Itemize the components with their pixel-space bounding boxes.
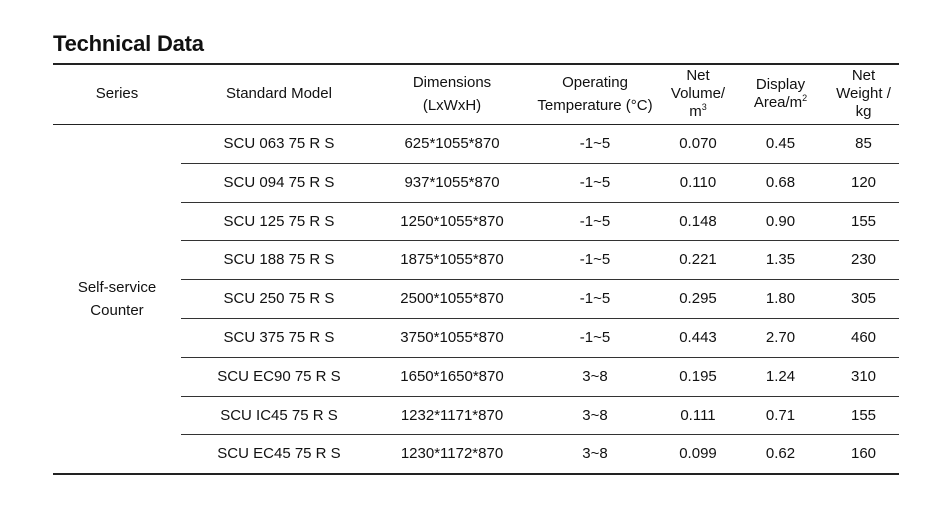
display-area-cell: 1.35 — [765, 251, 796, 269]
net-volume-cell: 0.111 — [680, 406, 716, 424]
table-bottom-rule — [53, 473, 899, 475]
table-top-rule — [53, 63, 899, 65]
model-cell: SCU 125 75 R S — [223, 212, 335, 230]
display-area-cell: 1.24 — [765, 367, 796, 385]
dimensions-cell: 1650*1650*870 — [400, 367, 504, 385]
model-cell: SCU IC45 75 R S — [220, 406, 338, 424]
net-volume-cell: 0.443 — [679, 329, 717, 346]
row-divider — [181, 279, 899, 281]
temperature-cell: -1~5 — [579, 135, 611, 152]
row-divider — [181, 240, 899, 242]
row-divider — [181, 201, 899, 203]
net-volume-cell: 0.195 — [679, 367, 717, 385]
header-net-volume: Net Volume/ m3 — [670, 67, 726, 120]
net-weight-cell: 305 — [850, 290, 877, 308]
header-operating-temperature: Operating Temperature (°C) — [537, 74, 653, 114]
temperature-cell: -1~5 — [579, 212, 611, 230]
model-cell: SCU 250 75 R S — [223, 290, 335, 308]
display-area-cell: 0.68 — [765, 173, 796, 191]
display-area-cell: 0.71 — [765, 406, 796, 424]
dimensions-cell: 1250*1055*870 — [400, 212, 504, 230]
dimensions-cell: 1875*1055*870 — [400, 251, 504, 269]
row-divider — [181, 318, 899, 319]
dimensions-cell: 2500*1055*870 — [400, 290, 504, 308]
row-divider — [181, 356, 899, 358]
row-divider — [181, 395, 899, 397]
net-volume-cell: 0.148 — [679, 212, 717, 230]
net-weight-cell: 155 — [850, 212, 877, 230]
row-divider — [181, 162, 899, 164]
net-weight-cell: 230 — [850, 251, 877, 269]
header-series: Series — [95, 85, 139, 102]
net-volume-cell: 0.070 — [679, 135, 717, 152]
temperature-cell: -1~5 — [579, 329, 611, 346]
model-cell: SCU 094 75 R S — [223, 173, 335, 191]
net-volume-cell: 0.295 — [679, 290, 717, 308]
dimensions-cell: 1232*1171*870 — [400, 406, 504, 424]
temperature-cell: 3~8 — [582, 367, 608, 385]
display-area-cell: 1.80 — [765, 290, 796, 308]
header-standard-model: Standard Model — [226, 85, 332, 102]
temperature-cell: -1~5 — [579, 173, 611, 191]
model-cell: SCU 375 75 R S — [223, 329, 335, 346]
page-title: Technical Data — [53, 31, 204, 56]
header-net-weight: Net Weight / kg — [836, 67, 891, 120]
net-volume-cell: 0.221 — [679, 251, 717, 269]
temperature-cell: 3~8 — [582, 445, 608, 463]
net-volume-cell: 0.110 — [679, 173, 717, 191]
net-weight-cell: 85 — [855, 135, 872, 152]
net-weight-cell: 160 — [850, 445, 877, 463]
display-area-cell: 0.90 — [765, 212, 796, 230]
temperature-cell: 3~8 — [582, 406, 608, 424]
series-cell: Self-service Counter — [77, 278, 157, 319]
display-area-cell: 0.45 — [765, 135, 796, 152]
row-divider — [181, 434, 899, 436]
net-weight-cell: 120 — [850, 173, 877, 191]
header-rule — [53, 124, 899, 126]
net-volume-cell: 0.099 — [679, 445, 717, 463]
net-weight-cell: 310 — [850, 367, 877, 385]
model-cell: SCU EC45 75 R S — [217, 445, 341, 463]
display-area-cell: 2.70 — [765, 329, 796, 346]
dimensions-cell: 3750*1055*870 — [400, 329, 504, 346]
temperature-cell: -1~5 — [579, 251, 611, 269]
dimensions-cell: 937*1055*870 — [404, 173, 500, 191]
temperature-cell: -1~5 — [579, 290, 611, 308]
model-cell: SCU 188 75 R S — [223, 251, 335, 269]
display-area-cell: 0.62 — [765, 445, 796, 463]
header-dimensions: Dimensions (LxWxH) — [412, 74, 492, 114]
dimensions-cell: 1230*1172*870 — [400, 445, 504, 463]
net-weight-cell: 460 — [850, 329, 877, 346]
dimensions-cell: 625*1055*870 — [404, 135, 500, 152]
model-cell: SCU EC90 75 R S — [217, 367, 341, 385]
model-cell: SCU 063 75 R S — [223, 135, 335, 152]
header-display-area: Display Area/m2 — [753, 76, 808, 111]
net-weight-cell: 155 — [850, 406, 877, 424]
